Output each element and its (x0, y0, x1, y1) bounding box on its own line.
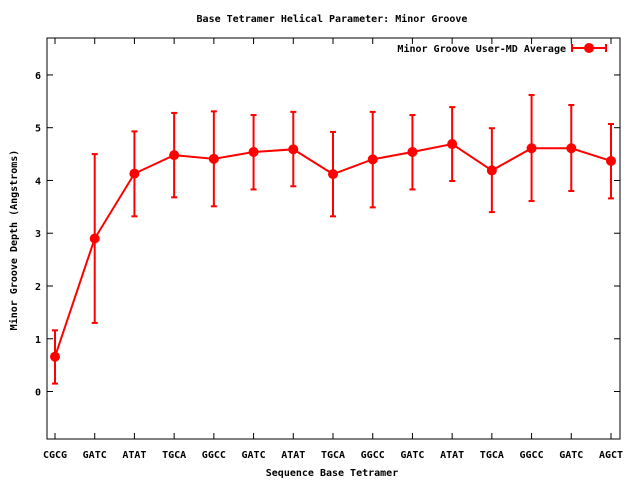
x-tick-label: GGCC (361, 450, 385, 461)
data-point (328, 169, 338, 180)
y-axis-ticks: 0 1 2 3 4 5 6 (35, 71, 620, 399)
data-point (606, 155, 616, 166)
y-tick-label: 1 (35, 335, 41, 346)
plot-frame (46, 37, 621, 440)
data-point (208, 153, 219, 164)
data-point (288, 144, 299, 155)
x-tick-label: ATAT (440, 450, 464, 461)
y-axis-label: Minor Groove Depth (Angstroms) (8, 150, 20, 331)
y-tick-label: 0 (35, 388, 41, 399)
x-tick-label: ATAT (281, 450, 305, 461)
x-tick-label: GATC (400, 450, 424, 461)
x-tick-label: GATC (242, 450, 266, 461)
x-tick-label: TGCA (321, 450, 345, 461)
data-point (129, 168, 140, 179)
data-point (169, 150, 180, 161)
x-tick-label: ATAT (122, 450, 146, 461)
legend-label: Minor Groove User-MD Average (397, 43, 566, 55)
data-point (486, 165, 497, 176)
x-tick-label: GATC (83, 450, 107, 461)
data-point (526, 143, 537, 154)
x-tick-label: AGCT (599, 450, 623, 461)
x-tick-label: GGCC (202, 450, 226, 461)
x-tick-label: CGCG (43, 450, 67, 461)
chart-title: Base Tetramer Helical Parameter: Minor G… (197, 13, 468, 25)
x-tick-label: GATC (559, 450, 583, 461)
y-tick-label: 2 (35, 282, 41, 293)
y-tick-label: 4 (35, 176, 41, 187)
legend: Minor Groove User-MD Average (397, 43, 607, 55)
data-point (50, 351, 60, 362)
y-tick-label: 3 (35, 229, 41, 240)
x-tick-label: TGCA (162, 450, 186, 461)
y-tick-label: 5 (35, 124, 41, 135)
x-axis-label: Sequence Base Tetramer (266, 468, 398, 479)
x-axis-ticks: CGCG GATC ATAT TGCA GGCC GATC ATAT TGCA GGCC GATC… (43, 38, 623, 461)
data-point (89, 233, 100, 244)
error-bars (52, 93, 614, 385)
y-tick-label: 6 (35, 71, 41, 82)
data-point (566, 143, 577, 154)
data-point (367, 154, 378, 165)
legend-marker (584, 43, 594, 53)
data-point (447, 139, 458, 150)
x-tick-label: TGCA (480, 450, 504, 461)
data-point (248, 146, 259, 157)
data-point (407, 146, 418, 157)
data-points (50, 139, 616, 362)
x-tick-label: GGCC (520, 450, 544, 461)
